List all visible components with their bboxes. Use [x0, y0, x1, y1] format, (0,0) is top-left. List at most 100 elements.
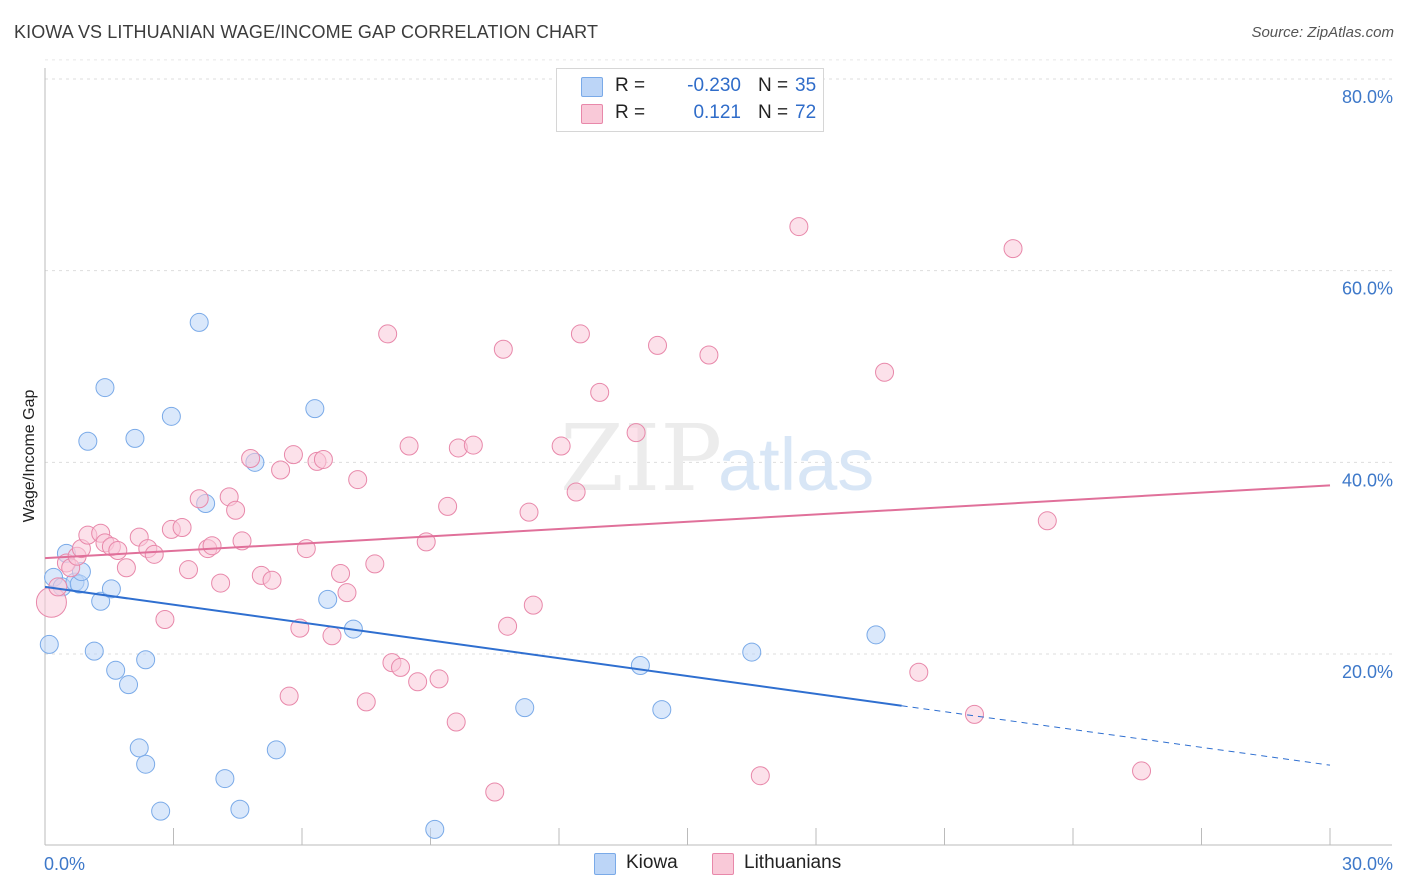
lithuanians-point [378, 324, 398, 344]
kiowa-point [215, 769, 235, 789]
n-label: N = [758, 102, 789, 123]
lithuanians-point [232, 531, 252, 551]
lithuanians-point [262, 570, 282, 590]
lithuanians-point [648, 335, 668, 355]
kiowa-point [106, 660, 126, 680]
kiowa-point [266, 740, 286, 760]
kiowa-point [101, 579, 121, 599]
r-label: R = [615, 102, 646, 123]
lithuanians-point [202, 536, 222, 556]
n-value: 35 [795, 75, 817, 96]
kiowa-point [230, 799, 250, 819]
y-tick-label: 80.0% [1342, 87, 1393, 107]
lithuanians-point [365, 554, 385, 574]
lithuanians-point [551, 436, 571, 456]
lithuanians-trend-line [44, 484, 1331, 560]
lithuanians-point [155, 610, 175, 629]
legend-swatch-lithuanians [712, 853, 734, 875]
kiowa-swatch [581, 77, 603, 97]
kiowa-point [129, 738, 149, 758]
lithuanians-point [446, 712, 466, 732]
lithuanians-point [322, 626, 342, 646]
lithuanians-point [391, 657, 411, 677]
lithuanians-point [1003, 239, 1023, 259]
kiowa-point [161, 406, 181, 426]
kiowa-point [151, 801, 171, 821]
lithuanians-point [408, 672, 428, 692]
lithuanians-point [909, 662, 929, 682]
lithuanians-point [313, 449, 333, 469]
data-points [35, 217, 1152, 839]
y-axis-label: Wage/Income Gap [21, 389, 38, 523]
lithuanians-point [964, 704, 984, 724]
y-tick-label: 20.0% [1342, 662, 1393, 682]
chart-title: KIOWA VS LITHUANIAN WAGE/INCOME GAP CORR… [14, 22, 599, 42]
lithuanians-point [337, 583, 357, 603]
lithuanians-point [750, 766, 770, 786]
lithuanians-point [356, 692, 376, 712]
lithuanians-point [789, 217, 809, 237]
kiowa-point [91, 591, 111, 611]
kiowa-point [425, 819, 445, 839]
kiowa-point [318, 589, 338, 609]
kiowa-point [136, 754, 156, 774]
r-label: R = [615, 75, 646, 96]
legend-swatch-kiowa [594, 853, 616, 875]
lithuanians-point [144, 544, 164, 564]
lithuanians-point [241, 449, 261, 468]
lithuanians-point [1037, 511, 1057, 531]
lithuanians-point [178, 560, 198, 580]
lithuanians-point [283, 445, 303, 465]
kiowa-point [84, 641, 104, 661]
kiowa-point [652, 700, 672, 720]
lithuanians-point [226, 500, 246, 520]
lithuanians-point [271, 460, 291, 480]
lithuanians-point [590, 382, 610, 402]
lithuanians-point [493, 339, 513, 359]
kiowa-point [119, 675, 139, 695]
watermark-atlas: atlas [718, 423, 874, 506]
lithuanians-point [699, 345, 719, 365]
trend-lines [44, 484, 1331, 766]
x-tick-label: 0.0% [44, 854, 85, 874]
kiowa-point [515, 698, 535, 718]
source-label: Source: ZipAtlas.com [1251, 24, 1394, 41]
n-label: N = [758, 75, 789, 96]
lithuanians-point [116, 558, 136, 578]
lithuanians-point [570, 324, 590, 344]
lithuanians-point [399, 436, 419, 456]
legend-label-lithuanians: Lithuanians [744, 852, 842, 873]
lithuanians-point [485, 782, 505, 802]
lithuanians-point [566, 482, 586, 502]
lithuanians-point [498, 616, 518, 636]
lithuanians-point [523, 595, 543, 615]
kiowa-trend-line [44, 585, 902, 707]
lithuanians-point [875, 362, 895, 382]
lithuanians-point [348, 470, 368, 490]
y-tick-label: 60.0% [1342, 279, 1393, 299]
kiowa-point [136, 650, 156, 670]
lithuanians-point [108, 541, 128, 560]
lithuanians-swatch [581, 104, 603, 124]
watermark-zip: ZIP [560, 405, 722, 512]
lithuanians-point [331, 564, 351, 583]
lithuanians-point [519, 502, 539, 522]
lithuanians-point [172, 518, 192, 537]
watermark: ZIP atlas [560, 405, 874, 512]
grid-lines [45, 59, 1392, 655]
lithuanians-point [438, 496, 458, 516]
kiowa-point [305, 399, 325, 419]
r-value: 0.121 [693, 102, 741, 123]
stats-box: R = -0.230 N = 35 R = 0.121 N = 72 [556, 68, 824, 132]
kiowa-point [189, 312, 209, 332]
kiowa-point [866, 625, 886, 645]
lithuanians-point [211, 573, 231, 593]
n-value: 72 [795, 102, 817, 123]
tick-labels: 20.0% 40.0% 60.0% 80.0% 0.0% 30.0% [44, 87, 1393, 874]
kiowa-point [95, 378, 115, 398]
y-tick-label: 40.0% [1342, 470, 1393, 490]
x-tick-label: 30.0% [1342, 854, 1393, 874]
lithuanians-point [1132, 761, 1152, 781]
lithuanians-point [279, 686, 299, 706]
